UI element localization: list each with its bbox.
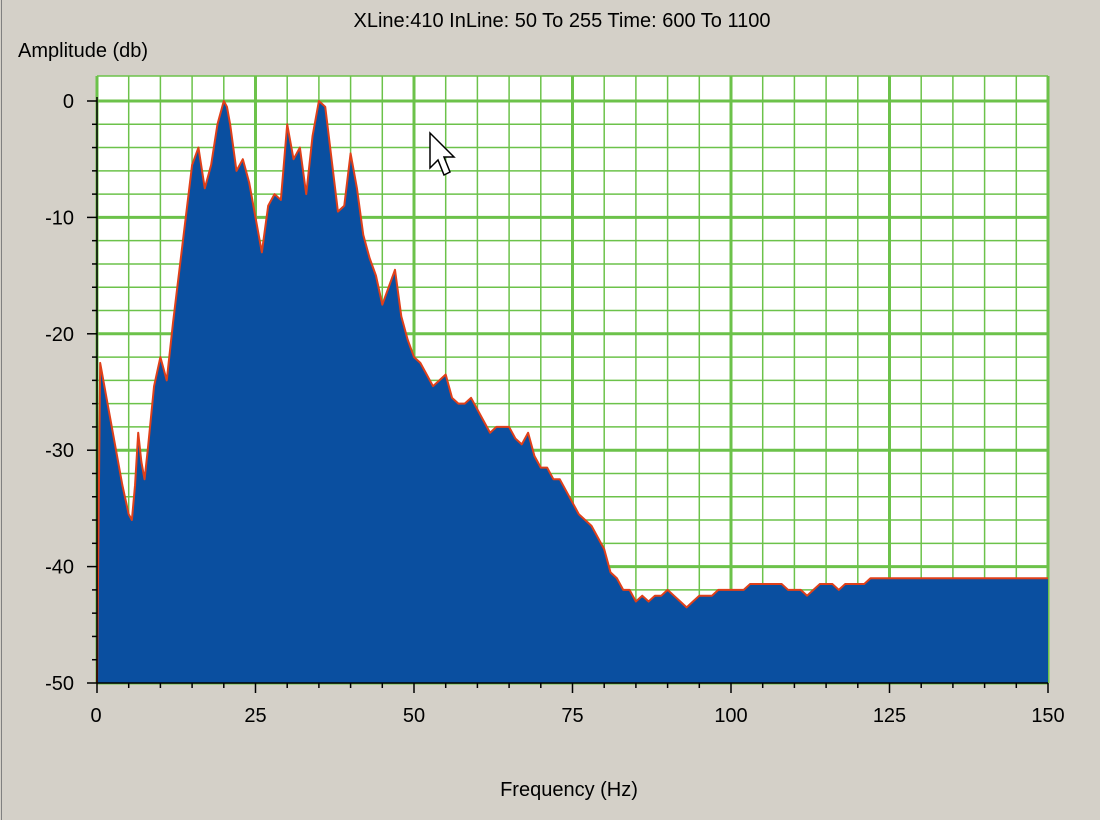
x-tick-label: 0 xyxy=(90,705,101,727)
y-axis-label: Amplitude (db) xyxy=(18,40,148,62)
spectrum-outline xyxy=(96,100,1048,684)
y-tick-label: -50 xyxy=(45,673,74,695)
spectrum-area xyxy=(97,101,1048,683)
x-tick-label: 100 xyxy=(714,705,747,727)
x-tick-label: 50 xyxy=(403,705,425,727)
x-axis-label: Frequency (Hz) xyxy=(500,779,638,801)
y-tick-label: -10 xyxy=(45,207,74,229)
x-tick-label: 75 xyxy=(561,705,583,727)
x-tick-label: 150 xyxy=(1031,705,1064,727)
y-tick-label: 0 xyxy=(63,91,74,113)
mouse-pointer-icon xyxy=(429,131,456,177)
x-tick-label: 25 xyxy=(244,705,266,727)
y-tick-label: -40 xyxy=(45,557,74,579)
y-tick-label: -20 xyxy=(45,324,74,346)
y-tick-label: -30 xyxy=(45,440,74,462)
axes: 0 -10 -20 -30 -40 -50 0 25 50 75 100 125 150 xyxy=(45,91,1065,727)
plot-area xyxy=(95,75,1050,685)
x-tick-label: 125 xyxy=(873,705,906,727)
chart-title: XLine:410 InLine: 50 To 255 Time: 600 To… xyxy=(354,10,771,32)
